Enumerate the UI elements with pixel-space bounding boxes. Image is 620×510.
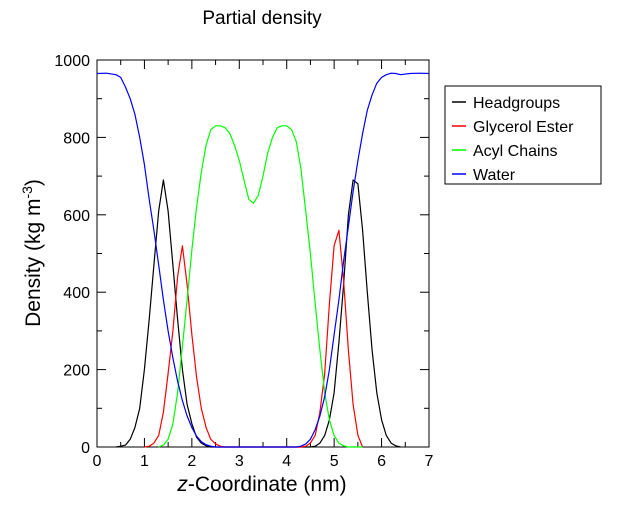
legend-label-glycerol-ester: Glycerol Ester [473, 119, 574, 136]
legend-label-headgroups: Headgroups [473, 95, 560, 112]
y-tick-label: 200 [63, 363, 90, 380]
x-axis-label: z-Coordinate (nm) [176, 473, 346, 496]
x-tick-label: 2 [187, 453, 196, 470]
chart-title: Partial density [202, 8, 322, 29]
series-line-glycerol-ester [144, 229, 364, 448]
series-line-water [96, 72, 430, 448]
series-line-headgroups [115, 179, 401, 448]
series-lines [96, 72, 430, 448]
legend-label-water: Water [473, 167, 516, 184]
x-tick-label: 4 [282, 453, 291, 470]
y-axis-label-sup: -3 [19, 186, 35, 199]
legend-box [444, 85, 602, 185]
x-tick-label: 7 [425, 453, 434, 470]
y-axis-label-main: Density (kg m [22, 199, 45, 327]
ticks: 0 1 2 3 4 5 6 7 0 200 400 600 800 1000 [54, 53, 433, 470]
y-axis-label-close: ) [22, 179, 45, 186]
x-tick-label: 5 [330, 453, 339, 470]
x-axis-label-italic: z [176, 473, 188, 496]
plot-frame [96, 59, 430, 448]
y-axis-label: Density (kg m-3) [19, 179, 45, 327]
y-tick-label: 0 [81, 440, 90, 457]
x-tick-label: 0 [93, 453, 102, 470]
x-tick-label: 6 [377, 453, 386, 470]
y-tick-label: 1000 [54, 53, 90, 70]
legend-label-acyl-chains: Acyl Chains [473, 143, 557, 160]
x-tick-label: 1 [140, 453, 149, 470]
y-tick-label: 800 [63, 130, 90, 147]
y-tick-label: 400 [63, 285, 90, 302]
legend: Headgroups Glycerol Ester Acyl Chains Water [444, 85, 602, 185]
x-axis-label-rest: -Coordinate (nm) [188, 473, 347, 496]
x-tick-label: 3 [235, 453, 244, 470]
axes [96, 59, 430, 448]
y-tick-label: 600 [63, 208, 90, 225]
series-line-acyl-chains [158, 125, 363, 448]
